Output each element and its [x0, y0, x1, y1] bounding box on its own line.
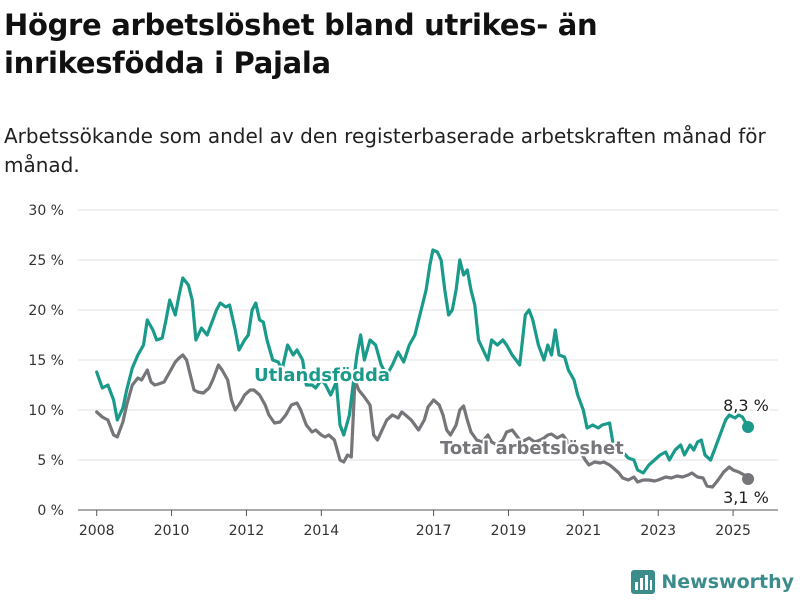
- brand-name: Newsworthy: [661, 571, 794, 593]
- brand-logo: Newsworthy: [631, 570, 794, 594]
- series-labels: Utlandsfödda Total arbetslöshet 8,3 % 3,1 %: [252, 363, 771, 509]
- y-tick-label: 15 %: [28, 353, 64, 369]
- x-tick-label: 2023: [640, 523, 676, 539]
- y-tick-label: 20 %: [28, 303, 64, 319]
- x-tick-label: 2012: [229, 523, 265, 539]
- y-axis-tick-labels: 0 % 5 % 10 % 15 % 20 % 25 % 30 %: [28, 203, 64, 519]
- series-line-total: [95, 353, 750, 489]
- x-axis: 2008 2010 2012 2014 2017 2019 2021 2023 2025: [78, 509, 778, 539]
- x-tick-label: 2019: [491, 523, 527, 539]
- end-point-total: [742, 473, 755, 485]
- chart-subtitle: Arbetssökande som andel av den registerb…: [4, 124, 766, 177]
- y-tick-label: 30 %: [28, 203, 64, 219]
- end-value-label-foreign-born: 8,3 %: [723, 396, 769, 415]
- x-tick-label: 2010: [154, 523, 190, 539]
- chart-title: Högre arbetslöshet bland utrikes- än inr…: [4, 8, 598, 80]
- x-tick-label: 2017: [416, 523, 452, 539]
- gridlines: [78, 209, 778, 461]
- series-label-total: Total arbetslöshet: [440, 438, 624, 459]
- series-label-foreign-born: Utlandsfödda: [254, 365, 390, 386]
- end-value-label-total: 3,1 %: [723, 488, 769, 507]
- series-lines: [95, 248, 755, 489]
- x-tick-label: 2025: [715, 523, 751, 539]
- y-tick-label: 0 %: [37, 503, 64, 519]
- y-tick-label: 25 %: [28, 253, 64, 269]
- end-point-foreign-born: [742, 421, 755, 433]
- series-line-foreign-born: [95, 248, 750, 475]
- bar-chart-logo-icon: [631, 570, 656, 594]
- x-tick-label: 2008: [79, 523, 115, 539]
- y-tick-label: 5 %: [37, 453, 64, 469]
- x-tick-label: 2014: [303, 523, 339, 539]
- x-tick-label: 2021: [566, 523, 602, 539]
- y-tick-label: 10 %: [28, 403, 64, 419]
